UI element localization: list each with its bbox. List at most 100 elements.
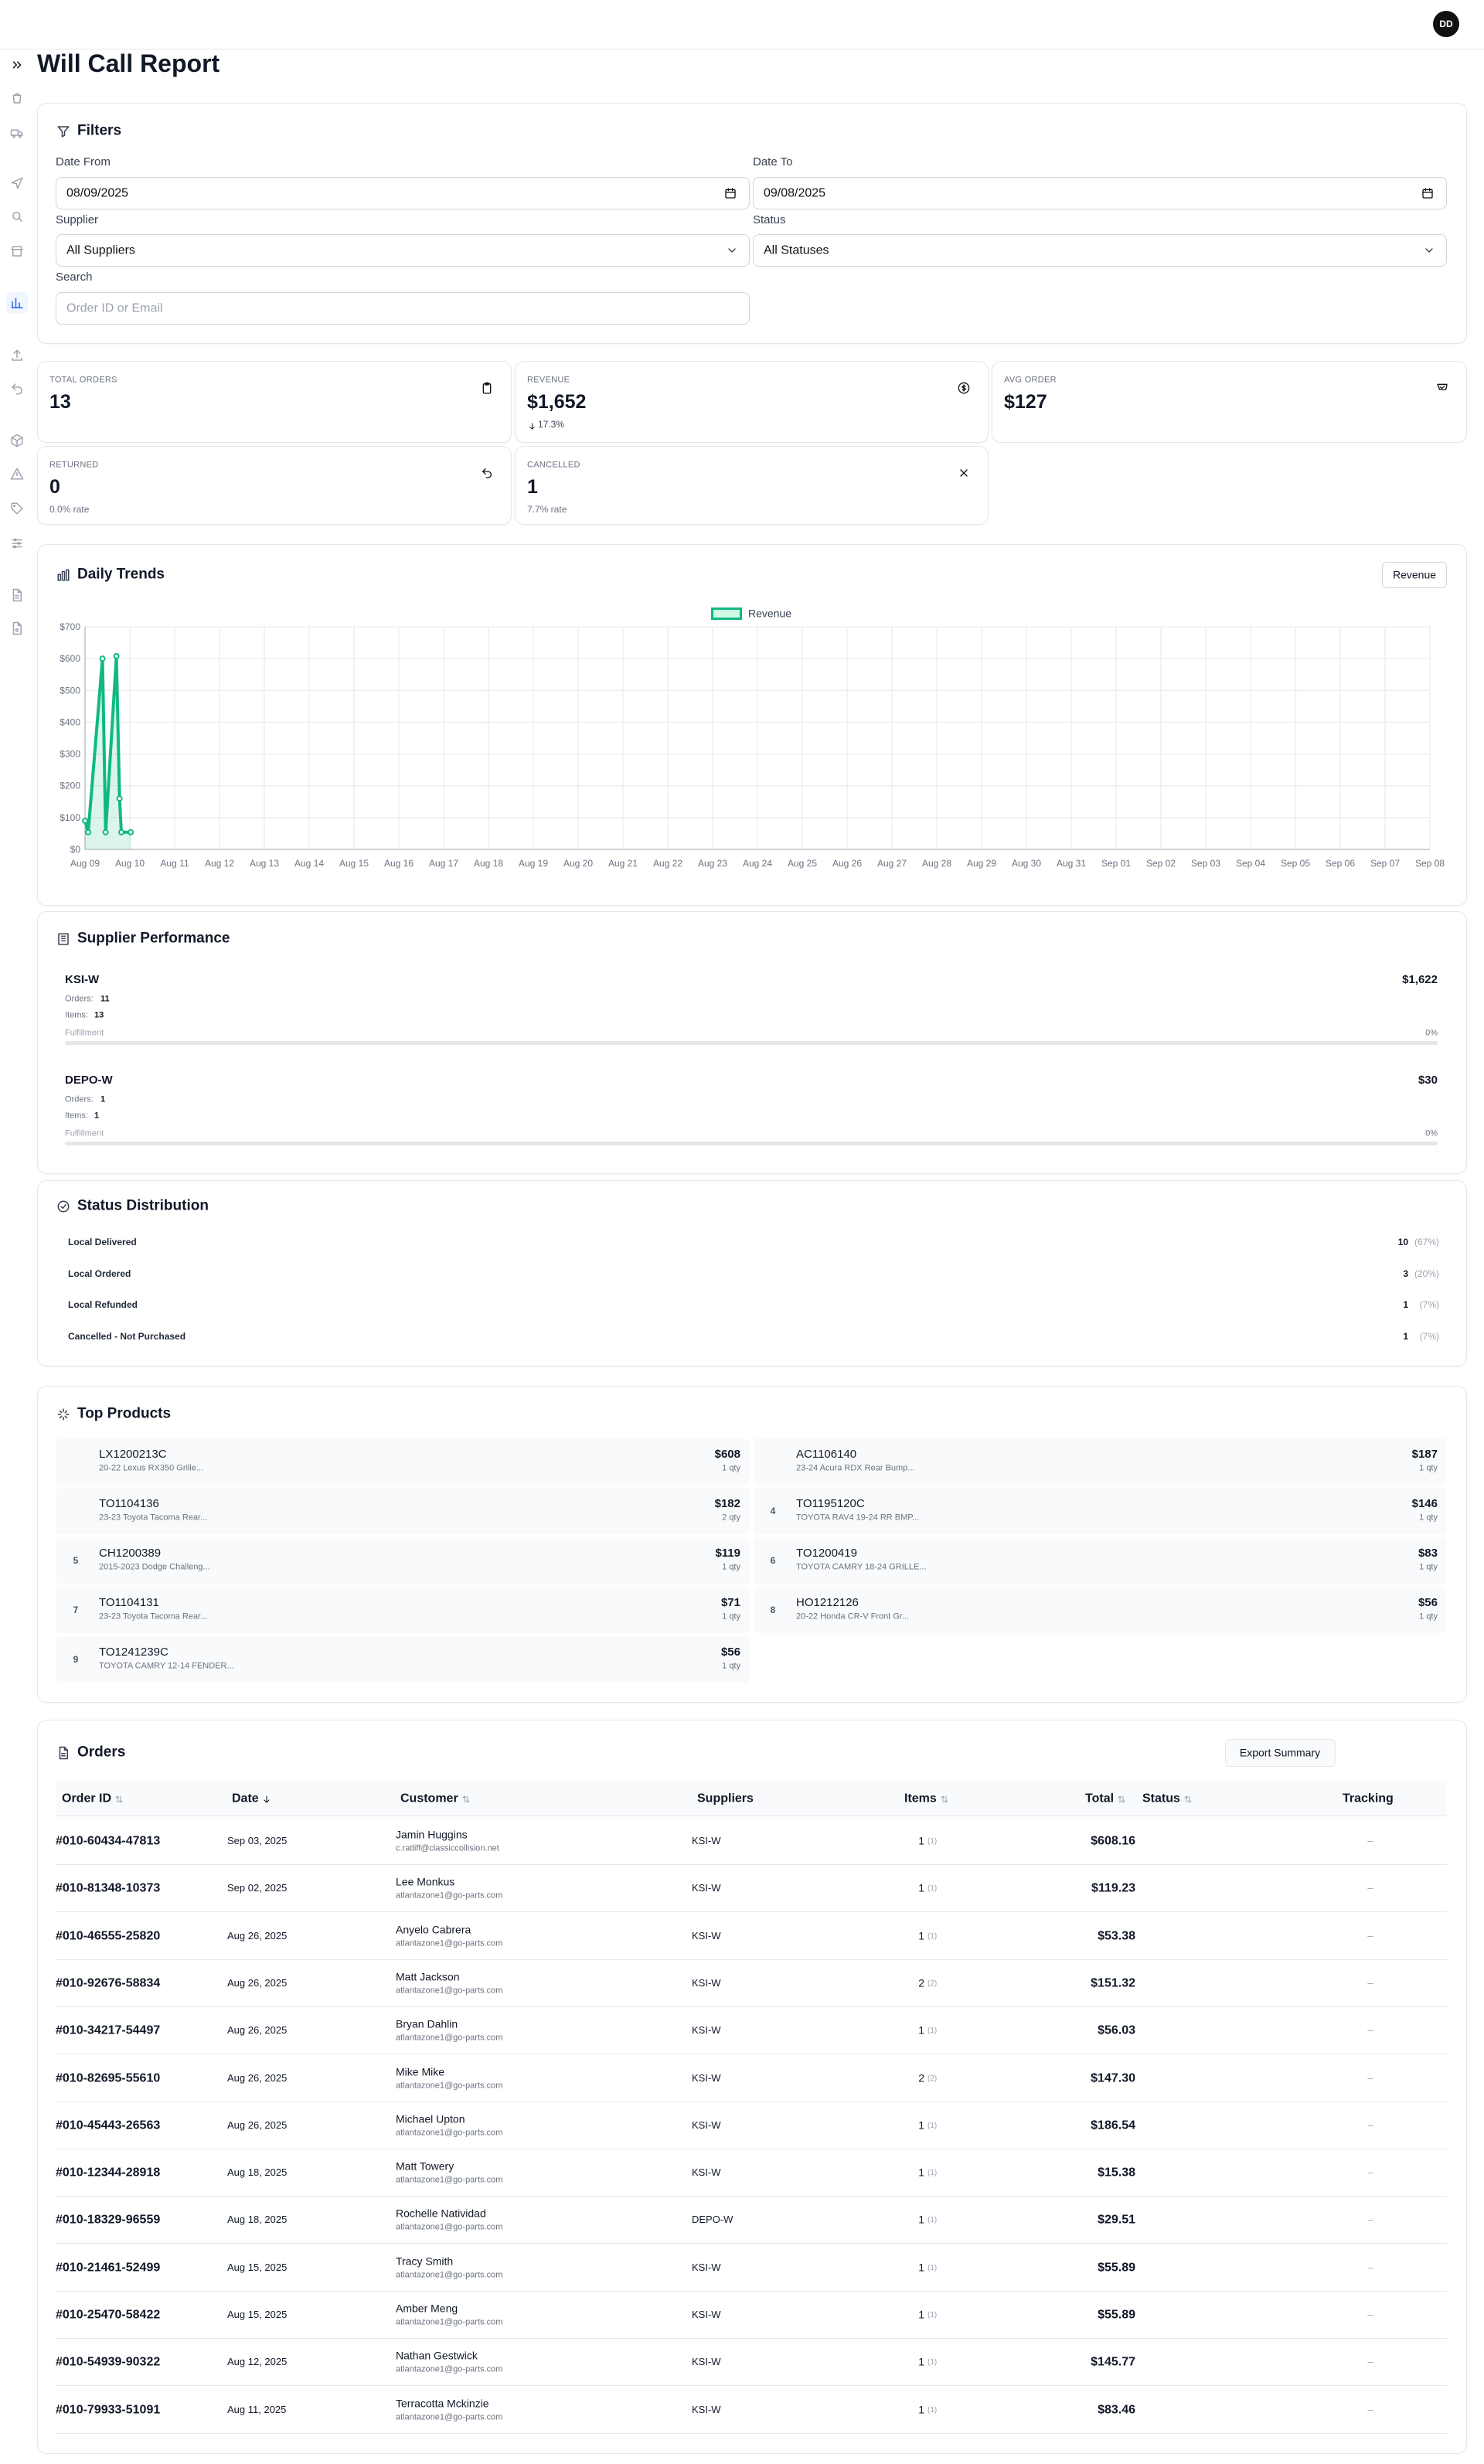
sidebar-icon[interactable]	[10, 91, 24, 105]
order-date: Aug 12, 2025	[227, 2356, 288, 2368]
sidebar-icon[interactable]	[10, 209, 24, 223]
sidebar-icon[interactable]	[10, 244, 24, 258]
order-id[interactable]: #010-25470-58422	[56, 2308, 161, 2322]
series-line	[83, 654, 131, 834]
x-tick-label: Aug 27	[877, 858, 907, 869]
chevron-icon[interactable]	[726, 244, 738, 257]
sidebar-icon[interactable]	[10, 349, 24, 362]
order-supplier: KSI-W	[692, 2071, 721, 2084]
column-header[interactable]: Order ID	[62, 1792, 112, 1805]
sidebar-icon[interactable]	[10, 434, 24, 448]
sort-icon[interactable]	[940, 1794, 949, 1803]
calendar-icon[interactable]	[1421, 187, 1434, 199]
column-header[interactable]: Customer	[400, 1792, 458, 1805]
fulfillment-label: Fulfillment	[65, 1128, 104, 1138]
orders-label: Orders:	[65, 994, 94, 1004]
order-id[interactable]: #010-45443-26563	[56, 2119, 161, 2132]
customer-name: Jamin Huggins	[396, 1828, 468, 1841]
icon-part	[12, 383, 22, 395]
row-divider	[56, 2196, 1447, 2197]
sidebar-icon[interactable]	[10, 382, 24, 396]
sidebar-icon[interactable]	[10, 58, 24, 72]
column-header[interactable]: Status	[1142, 1792, 1180, 1805]
icon-part	[58, 933, 69, 945]
field-input[interactable]	[56, 292, 750, 325]
column-header[interactable]: Items	[904, 1792, 937, 1805]
icon-part	[11, 246, 23, 257]
icon-part	[958, 382, 970, 394]
field-label: Search	[56, 271, 93, 284]
sidebar-icon[interactable]	[10, 467, 24, 481]
field-input[interactable]	[753, 234, 1447, 267]
product-sku: TO1104136	[99, 1497, 159, 1510]
sort-icon[interactable]	[1117, 1794, 1126, 1803]
order-id[interactable]: #010-18329-96559	[56, 2213, 161, 2227]
order-items: 2	[918, 1976, 924, 1989]
field-input[interactable]	[56, 177, 750, 209]
x-tick-label: Aug 25	[788, 858, 817, 869]
icon-part	[13, 545, 16, 549]
icon-part	[529, 422, 535, 430]
sort-icon[interactable]	[262, 1794, 271, 1803]
avatar-initials[interactable]: DD	[1439, 18, 1453, 29]
export-button[interactable]	[1225, 1739, 1336, 1767]
field-input[interactable]	[753, 177, 1447, 209]
icon-part	[12, 94, 22, 104]
sidebar-icon[interactable]	[10, 588, 24, 602]
orders-label: Orders:	[65, 1094, 94, 1104]
customer-name: Nathan Gestwick	[396, 2349, 478, 2362]
order-id[interactable]: #010-81348-10373	[56, 1881, 161, 1895]
order-id[interactable]: #010-60434-47813	[56, 1834, 161, 1848]
column-header[interactable]: Total	[1085, 1792, 1115, 1805]
sidebar-icon[interactable]	[10, 536, 24, 550]
export-label[interactable]: Export Summary	[1239, 1746, 1321, 1759]
product-description: TOYOTA CAMRY 12-14 FENDER...	[99, 1661, 234, 1671]
order-id[interactable]: #010-92676-58834	[56, 1976, 161, 1990]
order-id[interactable]: #010-46555-25820	[56, 1929, 161, 1942]
order-items: 1	[918, 2261, 924, 2274]
order-date: Aug 15, 2025	[227, 2309, 288, 2321]
sidebar-icon[interactable]	[10, 176, 24, 190]
icon-part	[482, 468, 492, 478]
column-header[interactable]: Date	[232, 1792, 259, 1805]
order-id[interactable]: #010-12344-28918	[56, 2166, 161, 2180]
sort-icon[interactable]	[114, 1794, 124, 1803]
icon-part	[1425, 248, 1433, 253]
calendar-icon[interactable]	[724, 187, 737, 199]
x-tick-label: Aug 31	[1057, 858, 1086, 869]
stat-note: 0.0% rate	[49, 503, 90, 515]
status-percent: (7%)	[1419, 1298, 1439, 1310]
chevron-icon[interactable]	[1423, 244, 1435, 257]
order-items: 1	[918, 2308, 924, 2321]
field-input[interactable]	[56, 234, 750, 267]
order-id[interactable]: #010-21461-52499	[56, 2261, 161, 2275]
order-id[interactable]: #010-34217-54497	[56, 2023, 161, 2037]
sort-icon[interactable]	[1183, 1794, 1193, 1803]
order-id[interactable]: #010-54939-90322	[56, 2355, 161, 2369]
field-label: Date To	[753, 155, 793, 168]
chart-selector-label[interactable]: Revenue	[1392, 568, 1437, 581]
chart-selector[interactable]	[1382, 562, 1447, 588]
icon-part	[1422, 188, 1433, 199]
sort-icon[interactable]	[461, 1794, 471, 1803]
order-id[interactable]: #010-82695-55610	[56, 2071, 161, 2085]
sidebar-icon[interactable]	[10, 126, 24, 140]
product-item	[56, 1636, 750, 1683]
order-id[interactable]: #010-79933-51091	[56, 2403, 161, 2416]
stat-value: $127	[1004, 391, 1047, 413]
icon-part	[1425, 248, 1433, 253]
product-qty: 1 qty	[722, 1463, 740, 1473]
sidebar-icon[interactable]	[10, 502, 24, 516]
data-point	[102, 829, 109, 836]
items-value: 13	[94, 1010, 104, 1020]
icon-part	[17, 542, 21, 545]
avatar[interactable]	[1433, 11, 1459, 37]
sidebar-icon[interactable]	[10, 621, 24, 635]
product-qty: 1 qty	[1419, 1611, 1438, 1622]
table-header	[56, 1780, 1447, 1816]
product-sku: CH1200389	[99, 1547, 162, 1560]
sidebar-icon[interactable]	[10, 296, 24, 310]
icon-part	[1437, 383, 1448, 390]
order-tracking: –	[1367, 2356, 1373, 2368]
icon-part	[12, 386, 22, 395]
